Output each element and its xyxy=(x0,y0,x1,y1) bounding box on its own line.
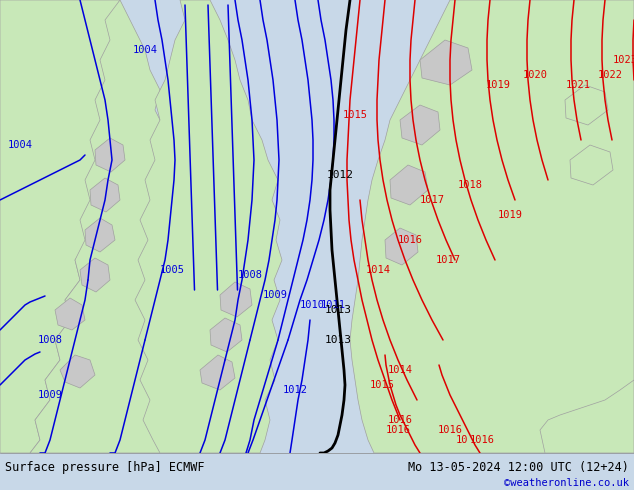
Polygon shape xyxy=(420,40,472,85)
Text: 1015: 1015 xyxy=(370,380,394,390)
Text: 1012: 1012 xyxy=(327,170,354,180)
Polygon shape xyxy=(80,258,110,292)
Polygon shape xyxy=(220,282,252,317)
Text: ©weatheronline.co.uk: ©weatheronline.co.uk xyxy=(504,478,629,488)
Text: 1004: 1004 xyxy=(133,45,157,55)
Text: 1015: 1015 xyxy=(342,110,368,120)
Text: 1005: 1005 xyxy=(160,265,184,275)
Polygon shape xyxy=(95,138,125,172)
Text: 1014: 1014 xyxy=(365,265,391,275)
Text: 1011: 1011 xyxy=(321,300,346,310)
Text: 1016: 1016 xyxy=(470,435,495,445)
Polygon shape xyxy=(400,105,440,145)
Text: 1022: 1022 xyxy=(597,70,623,80)
Polygon shape xyxy=(385,228,418,265)
Polygon shape xyxy=(540,380,634,453)
Polygon shape xyxy=(570,145,613,185)
Text: 1013: 1013 xyxy=(325,335,351,345)
Polygon shape xyxy=(135,0,282,453)
Text: 1019: 1019 xyxy=(486,80,510,90)
Text: 1008: 1008 xyxy=(37,335,63,345)
Text: 1010: 1010 xyxy=(299,300,325,310)
Polygon shape xyxy=(210,318,242,352)
Text: 10: 10 xyxy=(456,435,469,445)
Text: 1016: 1016 xyxy=(398,235,422,245)
Text: 1017: 1017 xyxy=(420,195,444,205)
Text: 1016: 1016 xyxy=(387,415,413,425)
Text: 1019: 1019 xyxy=(498,210,522,220)
Text: 1004: 1004 xyxy=(8,140,32,150)
Text: 1013: 1013 xyxy=(325,305,351,315)
Text: 1016: 1016 xyxy=(385,425,410,435)
Text: 1009: 1009 xyxy=(262,290,287,300)
Text: 1008: 1008 xyxy=(238,270,262,280)
Text: 1020: 1020 xyxy=(522,70,548,80)
Polygon shape xyxy=(0,0,120,453)
Text: 1016: 1016 xyxy=(437,425,462,435)
Text: 1023: 1023 xyxy=(612,55,634,65)
Text: 1009: 1009 xyxy=(37,390,63,400)
Text: 1014: 1014 xyxy=(387,365,413,375)
Text: 1012: 1012 xyxy=(283,385,307,395)
Polygon shape xyxy=(55,298,85,330)
Polygon shape xyxy=(565,85,608,125)
Text: 1021: 1021 xyxy=(566,80,590,90)
Polygon shape xyxy=(390,165,428,205)
Polygon shape xyxy=(30,0,185,453)
Text: 1017: 1017 xyxy=(436,255,460,265)
Text: Surface pressure [hPa] ECMWF: Surface pressure [hPa] ECMWF xyxy=(5,461,205,473)
Polygon shape xyxy=(200,355,235,390)
Text: Mo 13-05-2024 12:00 UTC (12+24): Mo 13-05-2024 12:00 UTC (12+24) xyxy=(408,461,629,473)
Polygon shape xyxy=(350,0,634,453)
Polygon shape xyxy=(60,355,95,388)
Text: 1018: 1018 xyxy=(458,180,482,190)
Polygon shape xyxy=(85,218,115,252)
Polygon shape xyxy=(90,178,120,212)
